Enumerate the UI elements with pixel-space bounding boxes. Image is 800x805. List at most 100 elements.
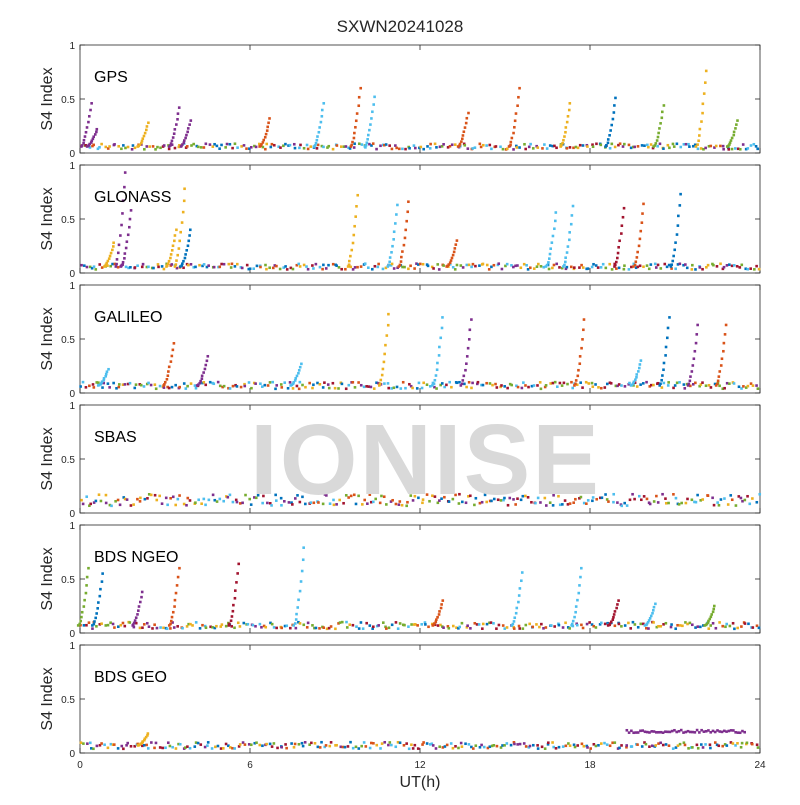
data-point: [478, 745, 482, 749]
spike-point: [658, 127, 661, 130]
spike-point: [507, 145, 511, 148]
data-point: [194, 501, 197, 505]
data-point: [141, 626, 144, 630]
spike-point: [85, 575, 89, 579]
data-point: [503, 627, 507, 630]
data-point: [749, 144, 753, 147]
spike-point: [298, 589, 302, 593]
data-point: [639, 383, 642, 386]
data-point: [266, 384, 270, 387]
spike-point: [569, 222, 573, 226]
spike-series: [456, 111, 470, 148]
data-point: [465, 263, 469, 267]
data-point: [580, 742, 584, 746]
data-point: [696, 493, 699, 497]
data-point: [616, 384, 619, 388]
data-point: [154, 148, 157, 151]
spike-point: [267, 121, 270, 125]
data-point: [686, 497, 689, 501]
data-point: [701, 267, 704, 271]
spike-point: [662, 361, 666, 365]
data-point: [421, 498, 425, 501]
data-point: [728, 263, 731, 266]
segment-point: [686, 729, 690, 733]
data-point: [170, 263, 174, 266]
data-point: [120, 147, 123, 151]
data-point: [174, 747, 178, 750]
data-point: [597, 386, 600, 389]
data-point: [587, 382, 591, 385]
spike-point: [137, 605, 141, 608]
data-point: [618, 142, 622, 146]
data-point: [610, 268, 614, 271]
data-point: [243, 743, 247, 746]
data-point: [325, 627, 329, 631]
spike-point: [78, 622, 81, 626]
data-point: [734, 744, 737, 747]
data-point: [459, 264, 463, 267]
spike-point: [176, 253, 180, 257]
spike-point: [610, 123, 614, 127]
data-point: [394, 502, 398, 506]
data-point: [604, 266, 608, 270]
data-point: [404, 386, 407, 390]
spike-point: [92, 622, 96, 626]
spike-point: [606, 138, 610, 141]
data-point: [490, 147, 493, 151]
spike-point: [144, 735, 148, 739]
data-point: [123, 383, 127, 386]
data-point: [396, 740, 400, 744]
data-point: [678, 624, 682, 627]
series-scatter: [80, 262, 761, 271]
data-point: [262, 494, 265, 498]
data-point: [344, 494, 348, 497]
data-point: [649, 263, 653, 266]
data-point: [551, 144, 555, 148]
data-point: [752, 142, 756, 146]
data-point: [236, 621, 240, 625]
data-point: [271, 380, 274, 384]
data-point: [359, 265, 363, 268]
spike-point: [653, 144, 657, 147]
data-point: [608, 744, 612, 748]
data-point: [170, 385, 174, 389]
data-point: [594, 383, 597, 386]
data-point: [696, 147, 700, 151]
data-point: [185, 625, 189, 628]
data-point: [279, 146, 282, 149]
data-point: [372, 625, 375, 629]
data-point: [284, 142, 287, 146]
data-point: [434, 747, 438, 750]
spike-point: [178, 566, 181, 570]
data-point: [143, 148, 146, 151]
spike-series: [179, 228, 192, 268]
data-point: [569, 265, 573, 269]
data-point: [162, 386, 166, 389]
spike-point: [724, 323, 728, 327]
data-point: [478, 501, 482, 505]
data-point: [334, 627, 337, 631]
data-point: [617, 143, 620, 147]
spike-point: [386, 265, 390, 268]
data-point: [158, 494, 161, 498]
segment-point: [650, 730, 654, 733]
spike-point: [694, 145, 698, 148]
spike-point: [181, 210, 185, 214]
spike-point: [300, 362, 303, 366]
data-point: [646, 143, 649, 147]
y-axis-label: S4 Index: [39, 307, 56, 370]
spike-point: [96, 607, 99, 610]
data-point: [343, 745, 347, 749]
data-point: [184, 387, 188, 390]
data-point: [491, 383, 494, 387]
y-tick-label: 1: [69, 641, 75, 652]
data-point: [148, 145, 151, 148]
data-point: [581, 386, 584, 389]
data-point: [193, 384, 197, 387]
spike-point: [121, 260, 125, 264]
spike-point: [399, 260, 403, 263]
data-point: [657, 624, 660, 628]
data-point: [524, 623, 528, 627]
data-point: [142, 385, 146, 388]
data-point: [224, 624, 228, 628]
